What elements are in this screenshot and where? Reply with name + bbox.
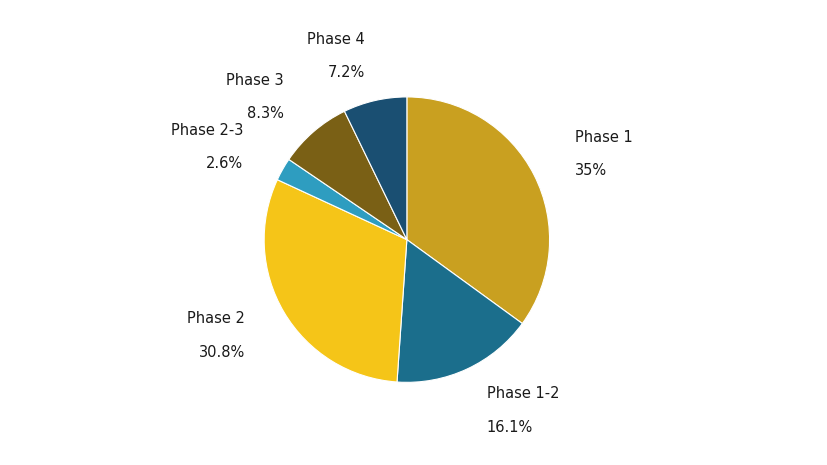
Wedge shape xyxy=(264,179,406,382)
Text: Phase 1-2: Phase 1-2 xyxy=(486,386,558,401)
Text: Phase 2: Phase 2 xyxy=(187,311,245,326)
Text: 30.8%: 30.8% xyxy=(198,345,245,360)
Text: Phase 3: Phase 3 xyxy=(226,73,284,88)
Text: Phase 1: Phase 1 xyxy=(574,130,632,145)
Wedge shape xyxy=(289,111,406,239)
Wedge shape xyxy=(396,239,522,382)
Text: 2.6%: 2.6% xyxy=(206,156,242,171)
Text: 35%: 35% xyxy=(574,163,606,179)
Text: Phase 4: Phase 4 xyxy=(307,32,364,47)
Text: 7.2%: 7.2% xyxy=(327,66,364,80)
Text: 16.1%: 16.1% xyxy=(486,419,532,435)
Text: 8.3%: 8.3% xyxy=(246,106,284,121)
Wedge shape xyxy=(406,97,549,324)
Wedge shape xyxy=(277,159,406,239)
Wedge shape xyxy=(344,97,406,239)
Text: Phase 2-3: Phase 2-3 xyxy=(170,123,242,138)
